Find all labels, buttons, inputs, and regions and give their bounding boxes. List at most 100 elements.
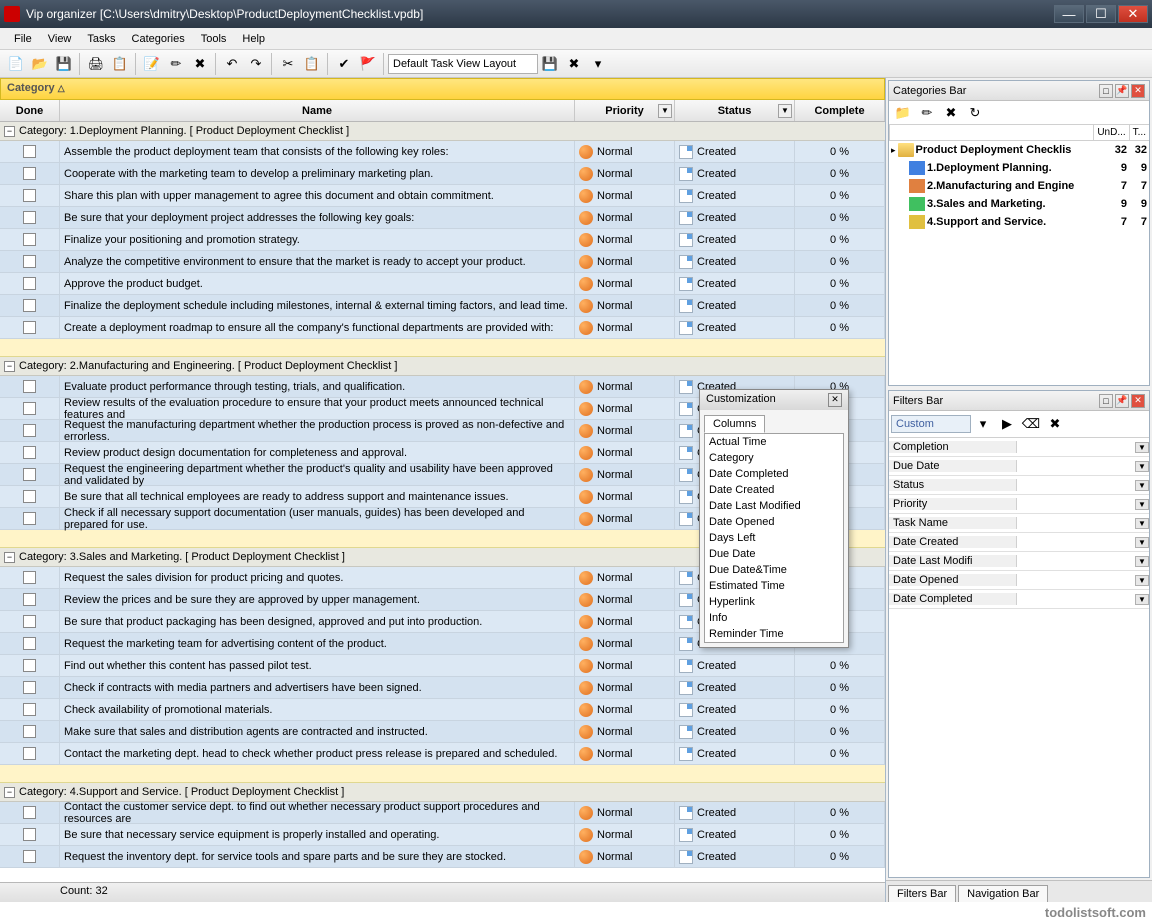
customization-popup[interactable]: Customization ✕ Columns Actual TimeCateg… [699,389,849,648]
group-by-bar[interactable]: Category △ [0,78,885,100]
filter-delete-icon[interactable]: ✖ [1044,413,1066,435]
save-icon[interactable]: 💾 [53,53,75,75]
filter-field-row[interactable]: Date Created▼ [889,533,1149,552]
copy-icon[interactable]: 📋 [109,53,131,75]
panel-pin-icon[interactable]: 📌 [1115,394,1129,408]
task-row[interactable]: Approve the product budget.NormalCreated… [0,273,885,295]
filter-apply-icon[interactable]: ▶ [996,413,1018,435]
done-checkbox[interactable] [23,233,36,246]
done-checkbox[interactable] [23,189,36,202]
collapse-icon[interactable]: − [4,552,15,563]
task-edit-icon[interactable]: ✏ [165,53,187,75]
category-item[interactable]: ▸Product Deployment Checklis3232 [889,141,1149,159]
column-option[interactable]: Date Opened [705,514,843,530]
task-row[interactable]: Cooperate with the marketing team to dev… [0,163,885,185]
task-row[interactable]: Make sure that sales and distribution ag… [0,721,885,743]
done-checkbox[interactable] [23,637,36,650]
paste-icon[interactable]: 📋 [301,53,323,75]
redo-icon[interactable]: ↷ [245,53,267,75]
filter-field-dropdown-icon[interactable]: ▼ [1135,480,1149,491]
column-complete[interactable]: Complete [795,100,885,121]
collapse-icon[interactable]: − [4,787,15,798]
filter-field-dropdown-icon[interactable]: ▼ [1135,556,1149,567]
task-row[interactable]: Be sure that necessary service equipment… [0,824,885,846]
done-checkbox[interactable] [23,725,36,738]
column-option[interactable]: Date Last Modified [705,498,843,514]
done-checkbox[interactable] [23,828,36,841]
flag-icon[interactable]: 🚩 [357,53,379,75]
done-checkbox[interactable] [23,255,36,268]
cat-edit-icon[interactable]: ✏ [916,102,938,124]
done-checkbox[interactable] [23,659,36,672]
category-item[interactable]: 3.Sales and Marketing.99 [889,195,1149,213]
column-option[interactable]: Time Left [705,642,843,643]
task-row[interactable]: Finalize your positioning and promotion … [0,229,885,251]
menu-help[interactable]: Help [234,31,273,47]
filter-dropdown-icon[interactable]: ▼ [658,104,672,118]
done-checkbox[interactable] [23,468,36,481]
collapse-icon[interactable]: − [4,126,15,137]
done-checkbox[interactable] [23,321,36,334]
done-checkbox[interactable] [23,424,36,437]
done-checkbox[interactable] [23,571,36,584]
maximize-button[interactable]: ☐ [1086,5,1116,23]
customization-tab-columns[interactable]: Columns [704,415,765,433]
cat-refresh-icon[interactable]: ↻ [964,102,986,124]
new-icon[interactable]: 📄 [5,53,27,75]
done-checkbox[interactable] [23,703,36,716]
filter-field-dropdown-icon[interactable]: ▼ [1135,442,1149,453]
filter-field-row[interactable]: Completion▼ [889,438,1149,457]
filter-field-dropdown-icon[interactable]: ▼ [1135,461,1149,472]
column-done[interactable]: Done [0,100,60,121]
done-checkbox[interactable] [23,167,36,180]
layout-save-icon[interactable]: 💾 [539,53,561,75]
done-checkbox[interactable] [23,747,36,760]
done-checkbox[interactable] [23,512,36,525]
done-checkbox[interactable] [23,850,36,863]
column-option[interactable]: Category [705,450,843,466]
panel-close-icon[interactable]: ✕ [1131,394,1145,408]
filter-field-row[interactable]: Due Date▼ [889,457,1149,476]
task-row[interactable]: Request the inventory dept. for service … [0,846,885,868]
task-row[interactable]: Finalize the deployment schedule includi… [0,295,885,317]
column-option[interactable]: Due Date [705,546,843,562]
category-item[interactable]: 4.Support and Service.77 [889,213,1149,231]
print-icon[interactable]: 🖨 [85,53,107,75]
column-option[interactable]: Date Created [705,482,843,498]
task-row[interactable]: Assemble the product deployment team tha… [0,141,885,163]
done-checkbox[interactable] [23,299,36,312]
cat-del-icon[interactable]: ✖ [940,102,962,124]
filter-field-row[interactable]: Date Opened▼ [889,571,1149,590]
task-row[interactable]: Create a deployment roadmap to ensure al… [0,317,885,339]
undo-icon[interactable]: ↶ [221,53,243,75]
menu-tasks[interactable]: Tasks [79,31,123,47]
menu-file[interactable]: File [6,31,40,47]
collapse-icon[interactable]: − [4,361,15,372]
column-option[interactable]: Date Completed [705,466,843,482]
done-checkbox[interactable] [23,145,36,158]
done-checkbox[interactable] [23,446,36,459]
filter-field-dropdown-icon[interactable]: ▼ [1135,537,1149,548]
minimize-button[interactable]: — [1054,5,1084,23]
filter-dropdown-icon[interactable]: ▾ [972,413,994,435]
panel-max-icon[interactable]: □ [1099,84,1113,98]
filter-field-row[interactable]: Priority▼ [889,495,1149,514]
close-button[interactable]: ✕ [1118,5,1148,23]
cut-icon[interactable]: ✂ [277,53,299,75]
category-item[interactable]: 2.Manufacturing and Engine77 [889,177,1149,195]
filter-field-dropdown-icon[interactable]: ▼ [1135,594,1149,605]
task-delete-icon[interactable]: ✖ [189,53,211,75]
column-option[interactable]: Info [705,610,843,626]
task-row[interactable]: Check if contracts with media partners a… [0,677,885,699]
tab-navigation[interactable]: Navigation Bar [958,885,1048,902]
layout-selector[interactable]: Default Task View Layout [388,54,538,74]
group-header[interactable]: −Category: 2.Manufacturing and Engineeri… [0,357,885,376]
column-status[interactable]: Status▼ [675,100,795,121]
category-item[interactable]: 1.Deployment Planning.99 [889,159,1149,177]
menu-view[interactable]: View [40,31,80,47]
task-row[interactable]: Find out whether this content has passed… [0,655,885,677]
done-checkbox[interactable] [23,380,36,393]
column-option[interactable]: Hyperlink [705,594,843,610]
done-checkbox[interactable] [23,402,36,415]
task-row[interactable]: Contact the marketing dept. head to chec… [0,743,885,765]
